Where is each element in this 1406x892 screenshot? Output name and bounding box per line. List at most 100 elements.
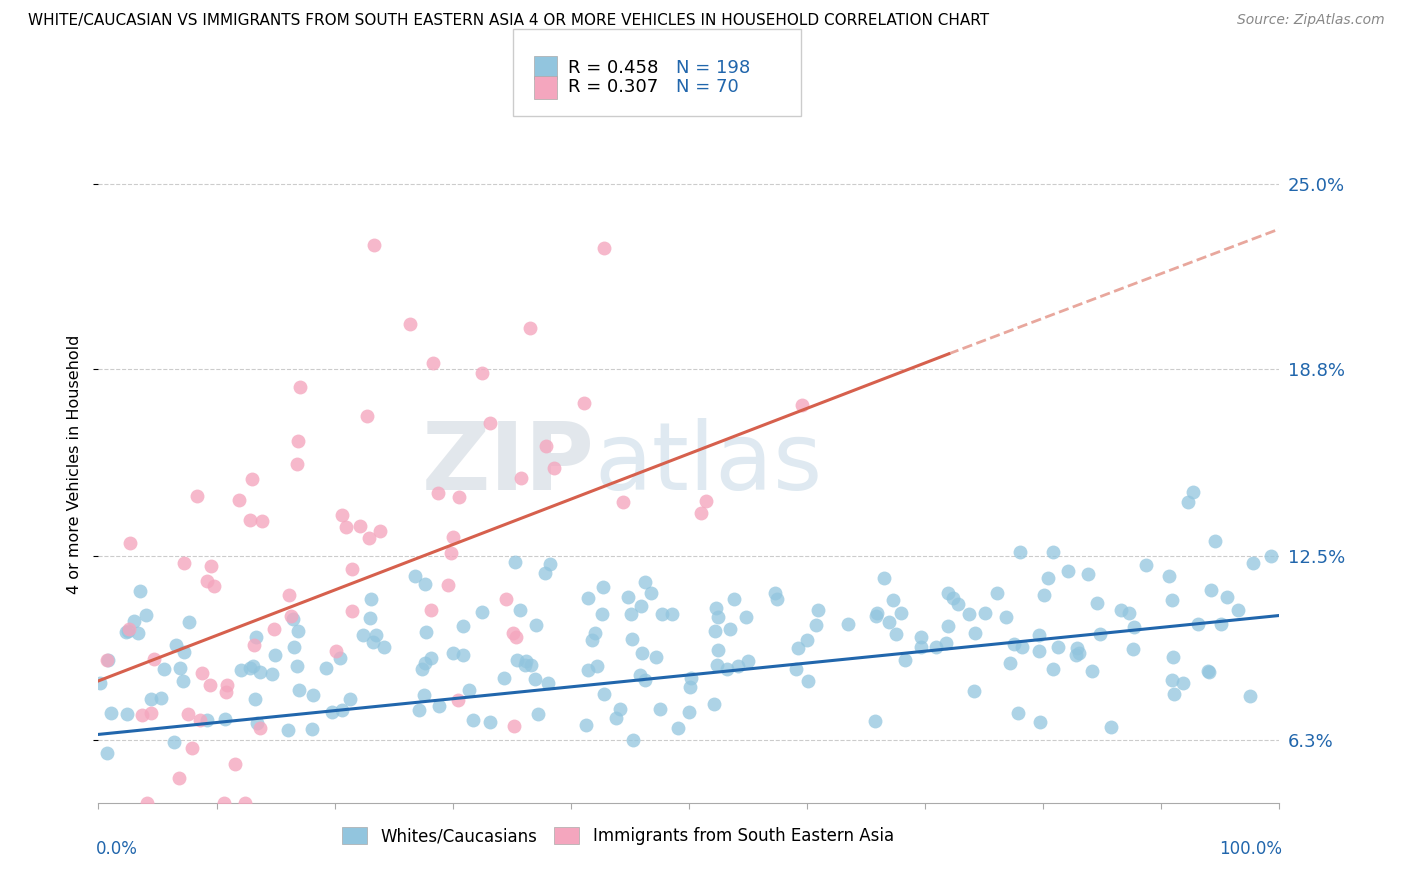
- Point: [124, 614, 146, 628]
- Point: [153, 662, 176, 676]
- Point: [340, 562, 363, 576]
- Point: [1028, 644, 1050, 658]
- Point: [519, 320, 541, 334]
- Point: [215, 684, 238, 698]
- Point: [115, 707, 138, 722]
- Point: [287, 434, 309, 449]
- Point: [330, 703, 353, 717]
- Point: [212, 796, 235, 810]
- Point: [363, 238, 385, 252]
- Point: [352, 627, 374, 641]
- Point: [706, 658, 728, 673]
- Point: [361, 635, 384, 649]
- Point: [995, 610, 1018, 624]
- Point: [678, 705, 700, 719]
- Point: [689, 506, 711, 520]
- Point: [519, 657, 541, 672]
- Point: [415, 624, 437, 639]
- Point: [1157, 568, 1180, 582]
- Point: [281, 612, 304, 626]
- Point: [1239, 689, 1261, 703]
- Point: [359, 531, 381, 545]
- Point: [575, 718, 598, 732]
- Point: [865, 609, 887, 624]
- Point: [640, 586, 662, 600]
- Point: [404, 569, 426, 583]
- Point: [1028, 715, 1050, 730]
- Point: [509, 603, 531, 617]
- Point: [631, 647, 654, 661]
- Point: [204, 579, 226, 593]
- Point: [963, 626, 986, 640]
- Point: [1204, 534, 1226, 549]
- Point: [239, 513, 262, 527]
- Point: [214, 712, 236, 726]
- Point: [910, 630, 932, 644]
- Point: [1036, 570, 1059, 584]
- Point: [621, 632, 644, 647]
- Point: [340, 604, 363, 618]
- Point: [806, 618, 828, 632]
- Point: [427, 698, 450, 713]
- Point: [330, 508, 353, 522]
- Point: [634, 673, 657, 688]
- Text: R = 0.458: R = 0.458: [568, 59, 658, 77]
- Point: [505, 555, 527, 569]
- Point: [882, 593, 904, 607]
- Point: [1069, 646, 1091, 660]
- Point: [612, 495, 634, 509]
- Point: [523, 673, 546, 687]
- Point: [413, 688, 436, 702]
- Point: [502, 625, 524, 640]
- Point: [127, 625, 149, 640]
- Point: [766, 592, 789, 607]
- Point: [873, 571, 896, 585]
- Point: [737, 654, 759, 668]
- Point: [399, 317, 422, 331]
- Point: [1057, 564, 1080, 578]
- Text: 0.0%: 0.0%: [96, 840, 138, 858]
- Point: [1090, 627, 1112, 641]
- Point: [131, 708, 153, 723]
- Point: [807, 603, 830, 617]
- Point: [1002, 637, 1025, 651]
- Point: [285, 457, 308, 471]
- Point: [136, 796, 159, 810]
- Point: [763, 585, 786, 599]
- Point: [162, 735, 184, 749]
- Point: [419, 603, 441, 617]
- Point: [837, 616, 859, 631]
- Point: [785, 662, 807, 676]
- Point: [609, 701, 631, 715]
- Point: [1163, 687, 1185, 701]
- Point: [650, 702, 672, 716]
- Point: [285, 659, 308, 673]
- Point: [141, 692, 163, 706]
- Point: [1099, 720, 1122, 734]
- Point: [263, 622, 285, 636]
- Point: [1032, 587, 1054, 601]
- Point: [1227, 602, 1250, 616]
- Point: [368, 524, 391, 538]
- Point: [413, 577, 436, 591]
- Point: [451, 648, 474, 662]
- Point: [229, 663, 252, 677]
- Point: [718, 622, 741, 636]
- Point: [706, 610, 728, 624]
- Point: [117, 624, 139, 638]
- Point: [89, 675, 111, 690]
- Point: [1111, 603, 1133, 617]
- Point: [957, 607, 980, 621]
- Point: [620, 607, 643, 621]
- Point: [301, 722, 323, 736]
- Point: [195, 574, 218, 589]
- Point: [470, 366, 492, 380]
- Point: [277, 588, 299, 602]
- Point: [262, 667, 284, 681]
- Point: [349, 518, 371, 533]
- Point: [592, 581, 614, 595]
- Point: [890, 607, 912, 621]
- Point: [186, 489, 208, 503]
- Point: [591, 607, 613, 622]
- Point: [426, 486, 449, 500]
